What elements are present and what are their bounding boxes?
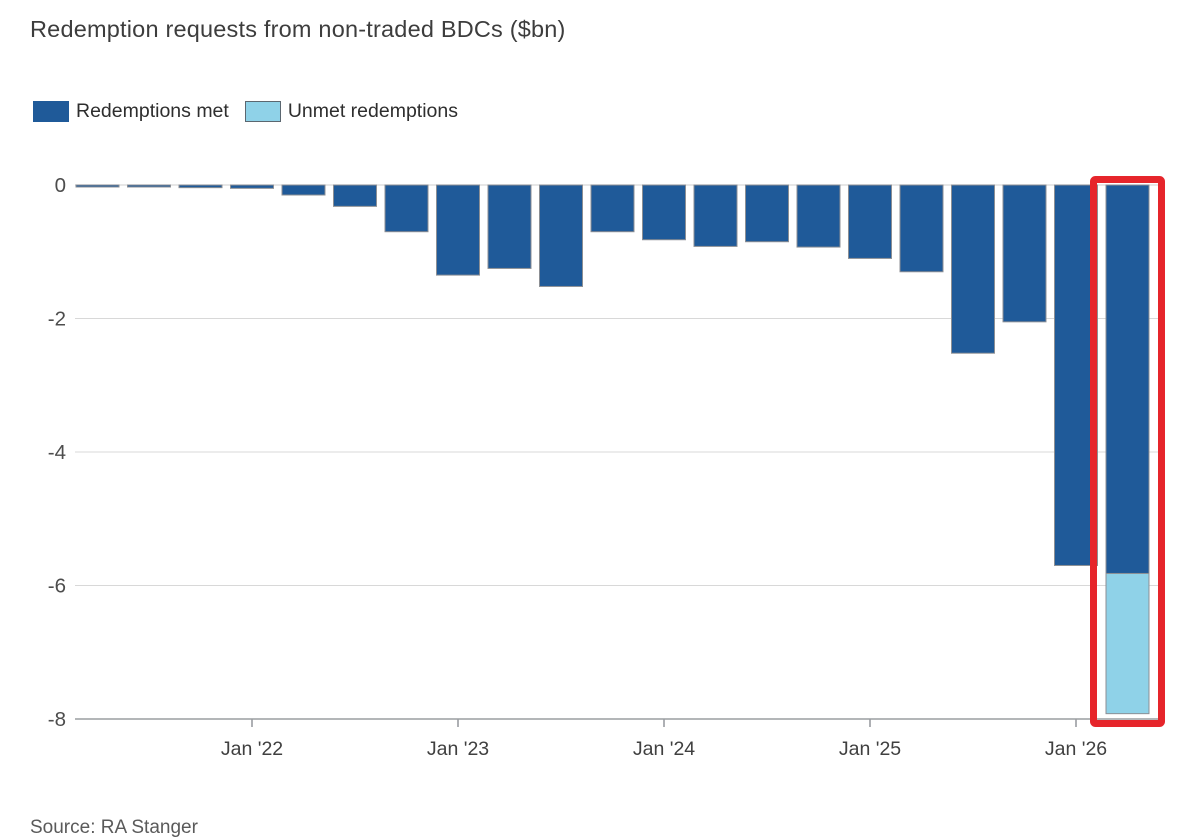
legend-label-unmet-redemptions: Unmet redemptions xyxy=(287,100,458,122)
x-tick-label-jan-22: Jan '22 xyxy=(221,738,283,760)
bar-met-20 xyxy=(1105,184,1150,574)
bar-met-0 xyxy=(75,184,120,188)
chart-legend: Redemptions met Unmet redemptions xyxy=(33,100,458,123)
y-tick-label--2: -2 xyxy=(48,308,66,331)
chart-title: Redemption requests from non-traded BDCs… xyxy=(30,16,566,42)
bar-met-2 xyxy=(178,184,223,189)
bar-met-6 xyxy=(384,184,429,233)
y-tick-label--6: -6 xyxy=(48,575,66,598)
bar-met-16 xyxy=(899,184,944,273)
bar-met-12 xyxy=(693,184,738,247)
legend-swatch-redemptions-met xyxy=(33,101,69,122)
bar-met-17 xyxy=(951,184,995,354)
bar-met-14 xyxy=(796,184,841,248)
legend-label-redemptions-met: Redemptions met xyxy=(76,100,229,122)
legend-item-unmet-redemptions: Unmet redemptions xyxy=(244,100,458,123)
bar-met-7 xyxy=(436,184,480,276)
legend-swatch-unmet-redemptions xyxy=(244,101,281,122)
y-tick-label-0: 0 xyxy=(55,174,66,197)
source-note: Source: RA Stanger xyxy=(30,817,198,838)
bar-met-18 xyxy=(1002,184,1047,323)
y-tick-label--4: -4 xyxy=(48,441,66,464)
bar-met-9 xyxy=(539,184,583,287)
x-tick-label-jan-25: Jan '25 xyxy=(839,738,901,760)
highlight-box xyxy=(1090,176,1165,727)
bar-met-4 xyxy=(281,184,326,196)
bar-met-10 xyxy=(590,184,635,233)
x-tick-label-jan-26: Jan '26 xyxy=(1045,738,1107,760)
bar-met-8 xyxy=(487,184,532,269)
bar-met-13 xyxy=(745,184,789,243)
bar-met-5 xyxy=(333,184,377,207)
x-tick-label-jan-24: Jan '24 xyxy=(633,738,695,760)
bar-met-1 xyxy=(127,184,171,188)
bar-unmet-20 xyxy=(1105,572,1150,715)
bar-met-15 xyxy=(848,184,892,259)
bar-met-11 xyxy=(642,184,686,241)
x-tick-label-jan-23: Jan '23 xyxy=(427,738,489,760)
legend-item-redemptions-met: Redemptions met xyxy=(33,100,229,123)
bar-met-3 xyxy=(230,184,274,189)
y-tick-label--8: -8 xyxy=(48,708,66,731)
